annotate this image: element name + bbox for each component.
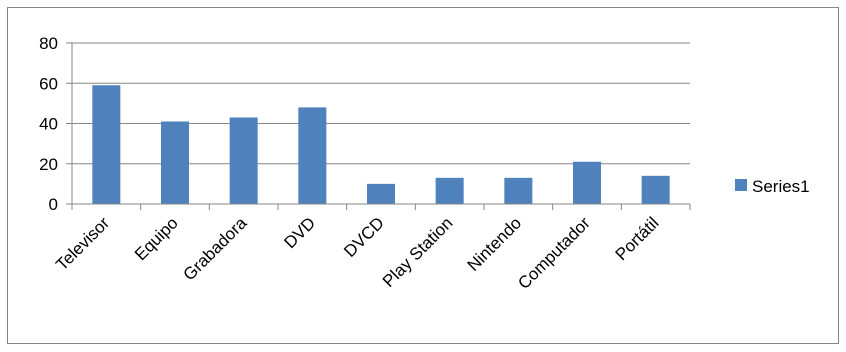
bar-port-til — [641, 175, 670, 204]
x-tick-label: DVCD — [340, 213, 387, 260]
bar-dvcd — [367, 183, 395, 204]
y-tick-label: 20 — [39, 155, 58, 174]
x-tick-label: Nintendo — [464, 213, 526, 275]
legend: Series1 — [735, 177, 810, 196]
bar-nintendo — [504, 177, 533, 204]
x-tick-label: DVD — [280, 213, 319, 252]
y-tick-labels: 0 20 40 60 80 — [39, 34, 58, 214]
bar-grabadora — [229, 117, 258, 204]
chart-frame — [7, 7, 839, 344]
bar-equipo — [161, 121, 189, 204]
legend-label-series1: Series1 — [752, 177, 810, 196]
y-tick-label: 0 — [49, 195, 58, 214]
legend-swatch — [735, 179, 747, 191]
bar-televisor — [92, 85, 121, 204]
y-tick-label: 80 — [39, 34, 58, 53]
axes — [66, 42, 691, 210]
x-tick-label: Televisor — [52, 213, 113, 274]
x-tick-label: Play Station — [379, 213, 457, 291]
y-tick-label: 40 — [39, 115, 58, 134]
bar-computador — [573, 161, 601, 204]
x-tick-label: Grabadora — [180, 213, 251, 284]
bar-dvd — [298, 107, 327, 204]
bars — [92, 85, 670, 204]
x-tick-label: Equipo — [131, 213, 182, 264]
y-tick-label: 60 — [39, 74, 58, 93]
bar-play-station — [435, 177, 464, 204]
x-tick-label: Portátil — [612, 213, 663, 264]
x-tick-label: Computador — [514, 213, 594, 293]
